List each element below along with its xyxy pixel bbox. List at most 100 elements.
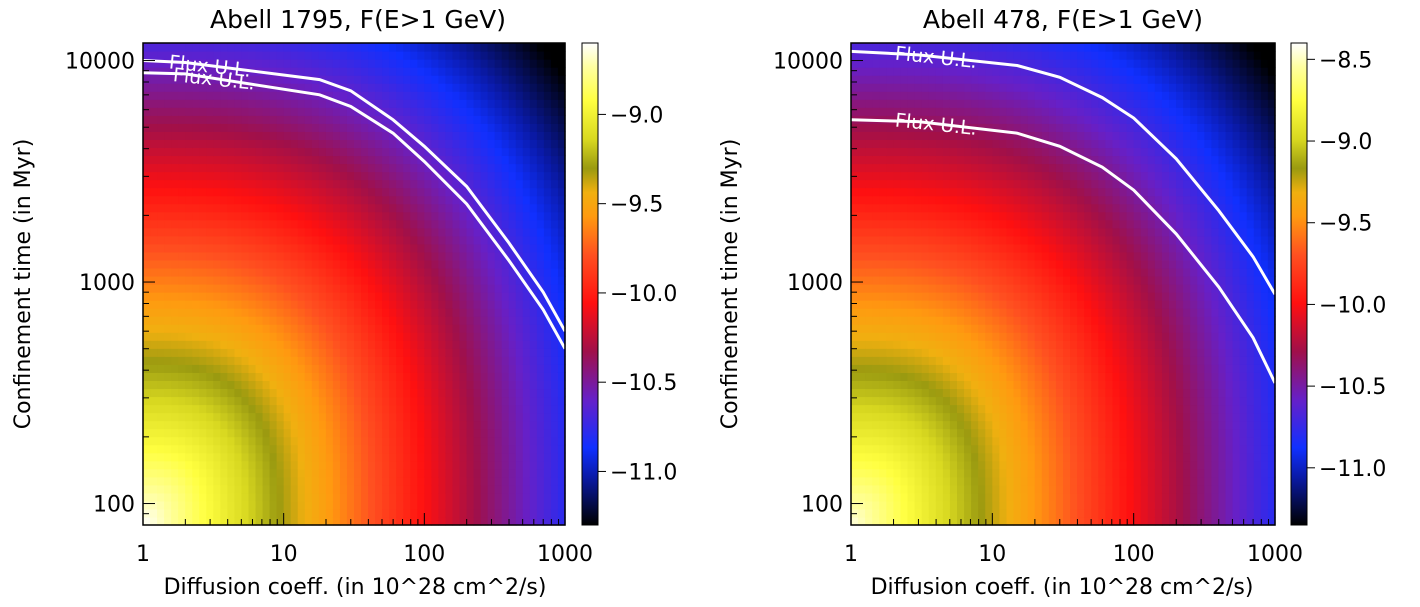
heatmap-cell bbox=[192, 139, 200, 149]
heatmap-cell bbox=[971, 147, 979, 157]
heatmap-cell bbox=[143, 171, 151, 181]
heatmap-cell bbox=[339, 356, 348, 365]
heatmap-cell bbox=[508, 99, 517, 108]
heatmap-cell bbox=[178, 179, 186, 189]
heatmap-cell bbox=[522, 51, 531, 60]
heatmap-cell bbox=[473, 171, 482, 181]
heatmap-cell bbox=[346, 219, 355, 229]
heatmap-cell bbox=[964, 195, 972, 205]
heatmap-cell bbox=[178, 67, 186, 76]
heatmap-cell bbox=[942, 460, 951, 470]
heatmap-cell bbox=[543, 179, 552, 189]
heatmap-cell bbox=[346, 380, 355, 390]
y-tick-label: 10000 bbox=[65, 50, 135, 75]
heatmap-cell bbox=[957, 340, 965, 349]
heatmap-cell bbox=[262, 444, 271, 454]
heatmap-cell bbox=[964, 484, 972, 494]
heatmap-cell bbox=[283, 147, 292, 157]
heatmap-cell bbox=[536, 251, 545, 261]
heatmap-cell bbox=[536, 308, 545, 317]
heatmap-cell bbox=[213, 356, 221, 365]
heatmap-cell bbox=[396, 388, 404, 398]
heatmap-cell bbox=[192, 259, 200, 269]
heatmap-cell bbox=[851, 139, 859, 149]
heatmap-cell bbox=[886, 59, 894, 68]
heatmap-cell bbox=[964, 147, 972, 157]
heatmap-cell bbox=[928, 99, 937, 108]
heatmap-cell bbox=[375, 171, 383, 181]
heatmap-cell bbox=[276, 43, 285, 52]
heatmap-cell bbox=[529, 300, 538, 309]
heatmap-cell bbox=[192, 123, 200, 132]
heatmap-cell bbox=[269, 492, 278, 502]
heatmap-cell bbox=[907, 348, 916, 357]
heatmap-cell bbox=[971, 428, 979, 438]
heatmap-cell bbox=[957, 227, 965, 237]
heatmap-cell bbox=[227, 251, 236, 261]
heatmap-cell bbox=[368, 364, 376, 373]
heatmap-cell bbox=[921, 324, 930, 333]
heatmap-cell bbox=[318, 67, 327, 76]
heatmap-cell bbox=[213, 476, 221, 486]
heatmap-cell bbox=[473, 115, 482, 124]
heatmap-cell bbox=[536, 500, 545, 510]
heatmap-cell bbox=[171, 259, 179, 269]
heatmap-cell bbox=[508, 211, 517, 221]
heatmap-cell bbox=[431, 468, 439, 478]
heatmap-cell bbox=[157, 516, 165, 526]
heatmap-cell bbox=[339, 155, 348, 165]
heatmap-cell bbox=[957, 492, 965, 502]
heatmap-cell bbox=[445, 107, 454, 116]
heatmap-cell bbox=[452, 372, 461, 381]
heatmap-cell bbox=[459, 155, 468, 165]
heatmap-cell bbox=[971, 203, 979, 213]
heatmap-cell bbox=[557, 348, 566, 357]
heatmap-cell bbox=[220, 195, 228, 205]
heatmap-cell bbox=[262, 219, 271, 229]
heatmap-cell bbox=[396, 67, 404, 76]
heatmap-cell bbox=[557, 420, 566, 430]
heatmap-cell bbox=[550, 316, 559, 325]
heatmap-cell bbox=[318, 372, 327, 381]
heatmap-cell bbox=[262, 500, 271, 510]
heatmap-cell bbox=[199, 131, 207, 140]
heatmap-cell bbox=[269, 316, 278, 325]
heatmap-cell bbox=[269, 324, 278, 333]
heatmap-cell bbox=[501, 243, 510, 253]
heatmap-cell bbox=[262, 211, 271, 221]
heatmap-cell bbox=[501, 468, 510, 478]
heatmap-cell bbox=[964, 163, 972, 173]
heatmap-cell bbox=[935, 428, 944, 438]
heatmap-cell bbox=[382, 372, 390, 381]
heatmap-cell bbox=[143, 75, 151, 84]
heatmap-cell bbox=[865, 388, 873, 398]
heatmap-cell bbox=[396, 452, 404, 462]
heatmap-cell bbox=[985, 171, 993, 181]
heatmap-cell bbox=[907, 139, 916, 149]
heatmap-cell bbox=[452, 396, 461, 406]
heatmap-cell bbox=[851, 300, 859, 309]
heatmap-cell bbox=[942, 107, 951, 116]
heatmap-cell bbox=[543, 187, 552, 197]
heatmap-cell bbox=[311, 259, 320, 269]
heatmap-cell bbox=[325, 219, 334, 229]
heatmap-cell bbox=[985, 123, 993, 132]
heatmap-cell bbox=[178, 372, 186, 381]
heatmap-cell bbox=[529, 420, 538, 430]
heatmap-cell bbox=[473, 123, 482, 132]
heatmap-cell bbox=[283, 412, 292, 422]
heatmap-cell bbox=[276, 444, 285, 454]
heatmap-cell bbox=[417, 404, 425, 414]
heatmap-cell bbox=[332, 235, 341, 245]
heatmap-cell bbox=[452, 508, 461, 518]
heatmap-cell bbox=[466, 324, 475, 333]
heatmap-cell bbox=[942, 179, 951, 189]
heatmap-cell bbox=[199, 476, 207, 486]
heatmap-cell bbox=[494, 147, 503, 157]
heatmap-cell bbox=[368, 203, 376, 213]
heatmap-cell bbox=[325, 516, 334, 526]
heatmap-cell bbox=[297, 99, 306, 108]
heatmap-cell bbox=[262, 267, 271, 277]
heatmap-cell bbox=[318, 123, 327, 132]
heatmap-cell bbox=[452, 91, 461, 100]
